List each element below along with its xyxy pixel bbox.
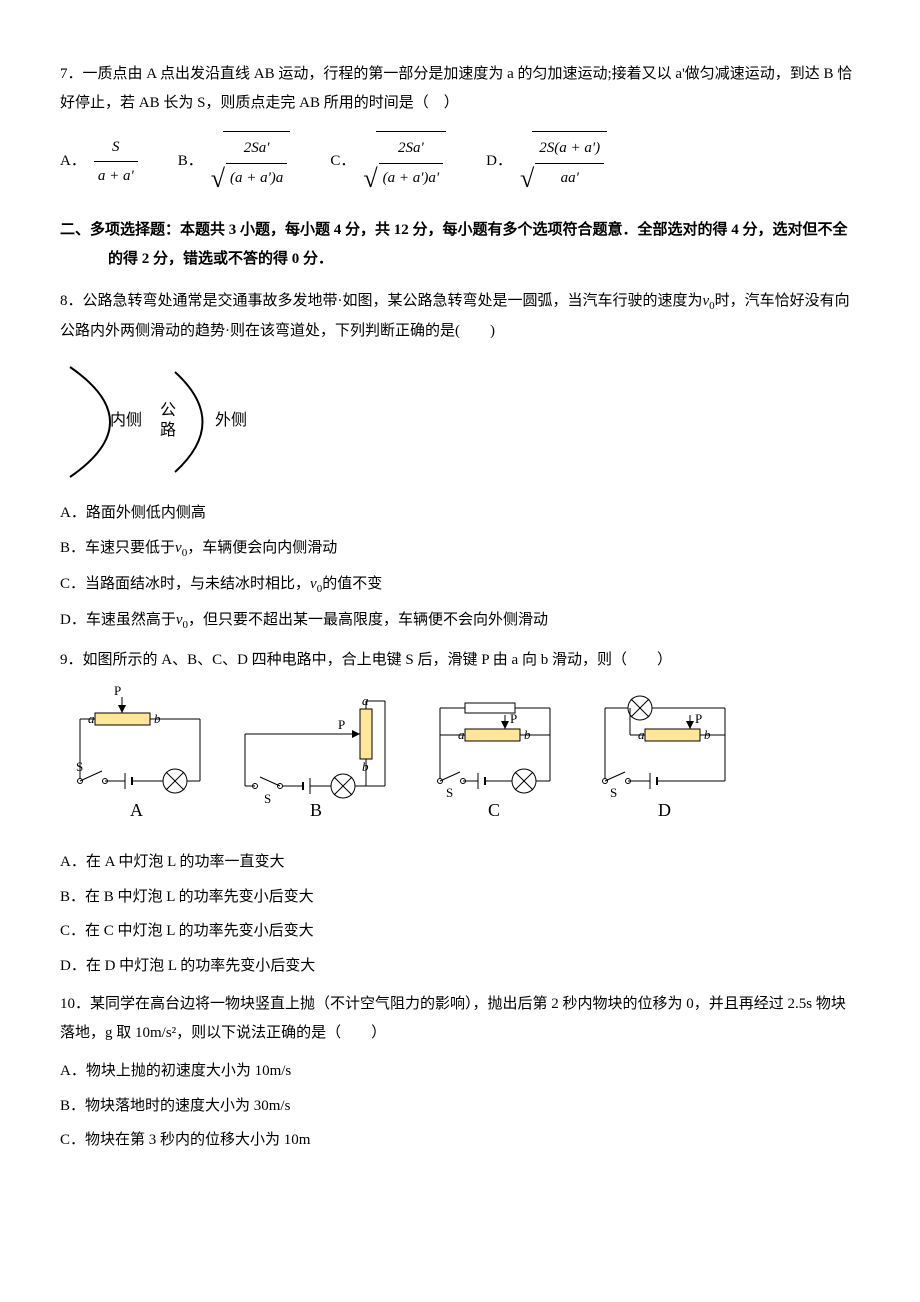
svg-text:P: P [695,711,702,726]
q8-diagram: 内侧 公 路 外侧 [60,357,860,487]
svg-text:公: 公 [160,402,176,419]
formula-a: S a + a' [94,133,138,191]
q7-text: 7．一质点由 A 点出发沿直线 AB 运动，行程的第一部分是加速度为 a 的匀加… [60,60,860,117]
q9-text: 9．如图所示的 A、B、C、D 四种电路中，合上电键 S 后，滑键 P 由 a … [60,646,860,675]
opt-label: D． [486,147,512,176]
formula-b: √ 2Sa' (a + a')a [211,131,291,192]
svg-text:S: S [76,759,83,774]
svg-text:A: A [130,800,143,820]
q9-opt-a: A．在 A 中灯泡 L 的功率一直变大 [60,848,860,877]
q7-opt-a: A． S a + a' [60,133,138,191]
svg-text:C: C [488,800,500,820]
q10-text: 10．某同学在高台边将一物块竖直上抛（不计空气阻力的影响），抛出后第 2 秒内物… [60,990,860,1047]
q8-opt-a: A．路面外侧低内侧高 [60,499,860,528]
q9-opt-b: B．在 B 中灯泡 L 的功率先变小后变大 [60,883,860,912]
inner-label: 内侧 [110,411,142,429]
q7-options: A． S a + a' B． √ 2Sa' (a + a')a C． √ 2Sa… [60,131,860,192]
svg-text:P: P [510,711,517,726]
q8-text: 8．公路急转弯处通常是交通事故多发地带·如图，某公路急转弯处是一圆弧，当汽车行驶… [60,287,860,345]
q8-opt-b: B．车速只要低于v0，车辆便会向内侧滑动 [60,534,860,564]
svg-text:S: S [264,791,271,806]
svg-text:S: S [610,785,617,800]
q9-opt-c: C．在 C 中灯泡 L 的功率先变小后变大 [60,917,860,946]
q8-opt-c: C．当路面结冰时，与未结冰时相比，v0的值不变 [60,570,860,600]
q8-opt-d: D．车速虽然高于v0，但只要不超出某一最高限度，车辆便不会向外侧滑动 [60,606,860,636]
section2-header: 二、多项选择题：本题共 3 小题，每小题 4 分，共 12 分，每小题有多个选项… [60,216,860,273]
svg-text:S: S [446,785,453,800]
q9-opt-d: D．在 D 中灯泡 L 的功率先变小后变大 [60,952,860,981]
q10-opt-c: C．物块在第 3 秒内的位移大小为 10m [60,1126,860,1155]
q9-diagram: a b P S A [60,686,860,836]
svg-text:路: 路 [160,421,176,439]
svg-text:P: P [114,686,121,698]
opt-label: B． [178,147,203,176]
opt-label: A． [60,147,86,176]
formula-c: √ 2Sa' (a + a')a' [363,131,446,192]
outer-label: 外侧 [215,411,247,429]
q7-opt-d: D． √ 2S(a + a') aa' [486,131,607,192]
svg-text:P: P [338,717,345,732]
q7-opt-c: C． √ 2Sa' (a + a')a' [330,131,446,192]
q10-opt-a: A．物块上抛的初速度大小为 10m/s [60,1057,860,1086]
svg-text:B: B [310,800,322,820]
formula-d: √ 2S(a + a') aa' [520,131,607,192]
svg-text:D: D [658,800,671,820]
opt-label: C． [330,147,355,176]
q7-opt-b: B． √ 2Sa' (a + a')a [178,131,291,192]
q10-opt-b: B．物块落地时的速度大小为 30m/s [60,1092,860,1121]
